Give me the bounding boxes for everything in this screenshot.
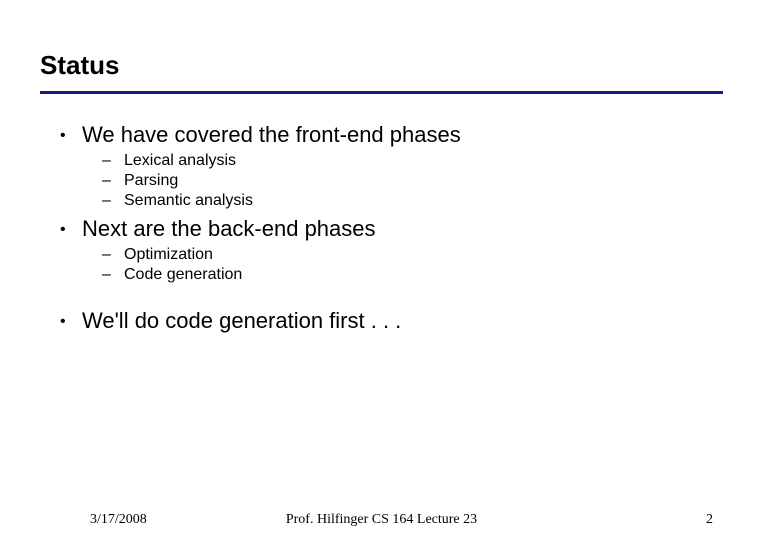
bullet-text: Optimization xyxy=(124,246,213,264)
slide-title: Status xyxy=(40,50,723,81)
bullet-text: Parsing xyxy=(124,172,178,190)
footer-page-number: 2 xyxy=(706,512,713,528)
bullet-text: Next are the back-end phases xyxy=(82,216,376,242)
bullet-level2: – Code generation xyxy=(102,266,723,284)
slide: Status • We have covered the front-end p… xyxy=(0,0,763,334)
bullet-dash-icon: – xyxy=(102,266,124,284)
bullet-level2: – Lexical analysis xyxy=(102,152,723,170)
bullet-dot-icon: • xyxy=(60,127,82,145)
bullet-text: Semantic analysis xyxy=(124,192,253,210)
bullet-text: We have covered the front-end phases xyxy=(82,122,461,148)
bullet-text: Lexical analysis xyxy=(124,152,236,170)
bullet-level2: – Parsing xyxy=(102,172,723,190)
bullet-level1: • We'll do code generation first . . . xyxy=(60,308,723,334)
bullet-level1: • Next are the back-end phases xyxy=(60,216,723,242)
bullet-level1: • We have covered the front-end phases xyxy=(60,122,723,148)
footer-center: Prof. Hilfinger CS 164 Lecture 23 xyxy=(0,512,763,528)
bullet-dash-icon: – xyxy=(102,192,124,210)
bullet-dash-icon: – xyxy=(102,172,124,190)
title-rule xyxy=(40,91,723,94)
bullet-dash-icon: – xyxy=(102,246,124,264)
bullet-dot-icon: • xyxy=(60,221,82,239)
bullet-text: We'll do code generation first . . . xyxy=(82,308,401,334)
bullet-level2: – Semantic analysis xyxy=(102,192,723,210)
spacer xyxy=(40,286,723,302)
bullet-level2: – Optimization xyxy=(102,246,723,264)
bullet-text: Code generation xyxy=(124,266,242,284)
bullet-dash-icon: – xyxy=(102,152,124,170)
bullet-dot-icon: • xyxy=(60,313,82,331)
